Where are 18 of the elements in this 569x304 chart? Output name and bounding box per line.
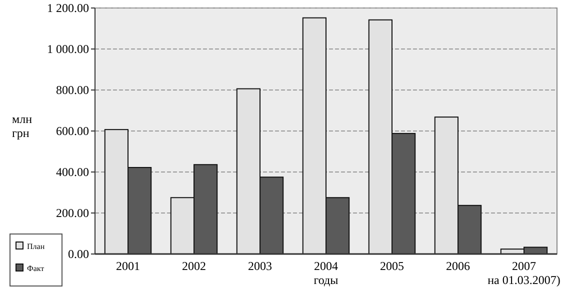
y-tick-label: 800.00: [56, 83, 89, 98]
y-tick-label: 600.00: [56, 124, 89, 138]
x-tick-label: 2006: [446, 259, 470, 273]
x-tick-label: 2001: [116, 259, 140, 273]
y-tick-label: 200.00: [56, 206, 89, 220]
y-tick-label: 400.00: [56, 165, 89, 180]
y-tick-label: 0.00: [68, 247, 89, 262]
x-tick-label: 2002: [182, 259, 206, 273]
legend-label: Факт: [27, 264, 45, 273]
legend-label: План: [27, 242, 46, 251]
x-axis-title: годы: [314, 273, 338, 287]
y-axis-title: млн грн: [12, 112, 33, 140]
x-tick-label: 2003: [248, 259, 272, 273]
y-tick-label: 1 000.00: [47, 42, 89, 56]
x-tick-label: 2004: [314, 259, 338, 273]
x-tick-label: 2005: [380, 259, 404, 273]
y-tick-label: 1 200.00: [47, 1, 89, 16]
x-tick-label: 2007 на 01.03.2007): [488, 259, 560, 287]
